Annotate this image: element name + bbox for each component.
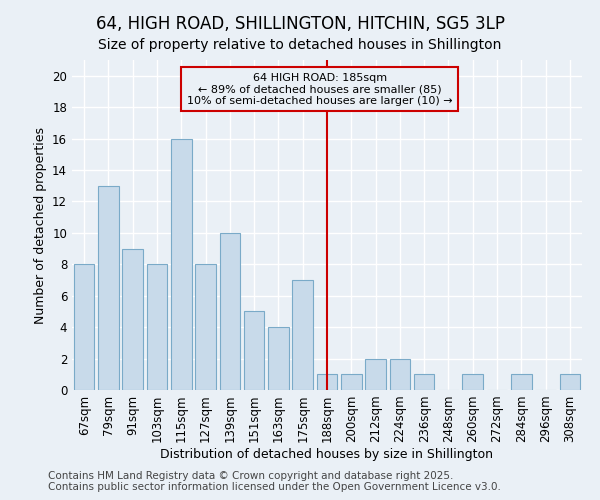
- Bar: [122, 248, 143, 390]
- Bar: [341, 374, 362, 390]
- X-axis label: Distribution of detached houses by size in Shillington: Distribution of detached houses by size …: [161, 448, 493, 461]
- Text: 64, HIGH ROAD, SHILLINGTON, HITCHIN, SG5 3LP: 64, HIGH ROAD, SHILLINGTON, HITCHIN, SG5…: [95, 15, 505, 33]
- Bar: [292, 280, 313, 390]
- Bar: [268, 327, 289, 390]
- Bar: [317, 374, 337, 390]
- Bar: [195, 264, 216, 390]
- Bar: [98, 186, 119, 390]
- Text: Contains HM Land Registry data © Crown copyright and database right 2025.
Contai: Contains HM Land Registry data © Crown c…: [48, 471, 501, 492]
- Bar: [74, 264, 94, 390]
- Bar: [220, 233, 240, 390]
- Bar: [389, 358, 410, 390]
- Bar: [244, 312, 265, 390]
- Bar: [171, 138, 191, 390]
- Bar: [414, 374, 434, 390]
- Bar: [560, 374, 580, 390]
- Bar: [146, 264, 167, 390]
- Text: 64 HIGH ROAD: 185sqm
← 89% of detached houses are smaller (85)
10% of semi-detac: 64 HIGH ROAD: 185sqm ← 89% of detached h…: [187, 72, 452, 106]
- Bar: [511, 374, 532, 390]
- Text: Size of property relative to detached houses in Shillington: Size of property relative to detached ho…: [98, 38, 502, 52]
- Y-axis label: Number of detached properties: Number of detached properties: [34, 126, 47, 324]
- Bar: [365, 358, 386, 390]
- Bar: [463, 374, 483, 390]
